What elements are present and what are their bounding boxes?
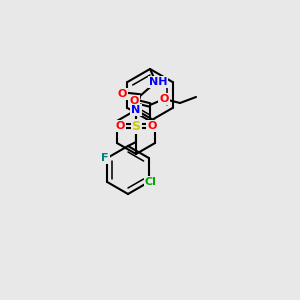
Text: NH: NH xyxy=(149,77,167,87)
Text: O: O xyxy=(147,121,157,131)
Text: O: O xyxy=(117,89,127,99)
Text: O: O xyxy=(159,94,169,104)
Text: S: S xyxy=(131,119,140,133)
Text: O: O xyxy=(129,96,139,106)
Text: Cl: Cl xyxy=(145,177,157,187)
Text: N: N xyxy=(131,105,141,115)
Text: O: O xyxy=(115,121,125,131)
Text: F: F xyxy=(101,153,109,163)
